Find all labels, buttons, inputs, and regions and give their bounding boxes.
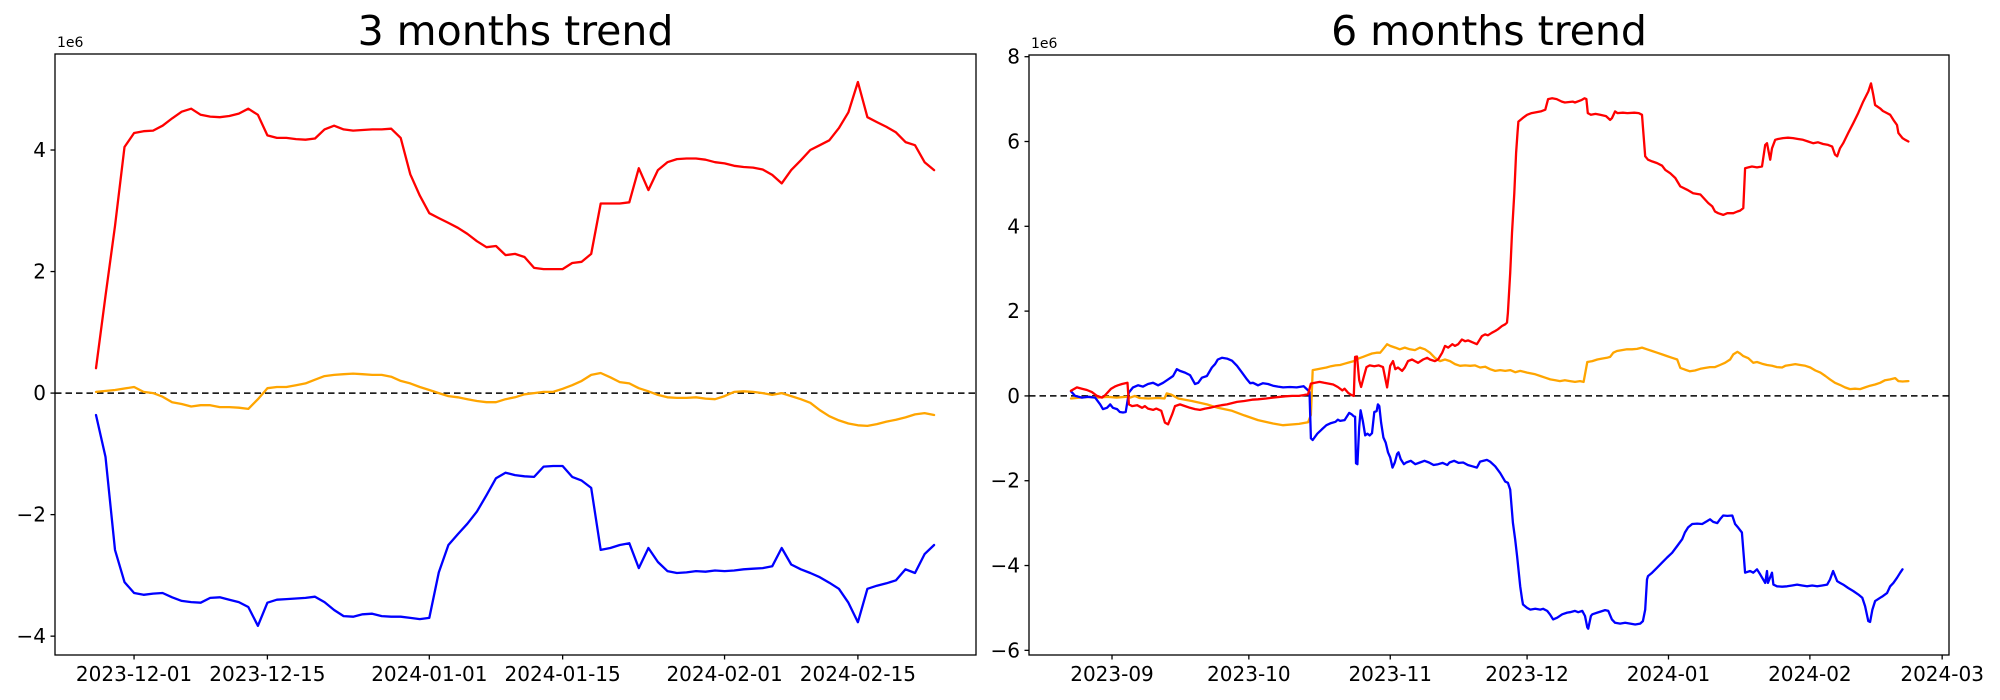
x-tick-label: 2023-12-01 [76, 662, 192, 686]
x-tick-label: 2024-01 [1627, 662, 1711, 686]
series-blue-line [94, 413, 936, 627]
axes-frame [54, 53, 977, 656]
x-tick-label: 2023-11 [1348, 662, 1432, 686]
y-axis-offset-label: 1e6 [57, 35, 84, 51]
y-tick-label: −2 [991, 469, 1020, 493]
series-red-line [1069, 82, 1910, 426]
y-tick-label: 6 [1007, 130, 1020, 154]
series-blue-line [1069, 356, 1904, 630]
x-tick-label: 2024-02-15 [800, 662, 916, 686]
y-tick-label: 2 [1007, 299, 1020, 323]
y-tick-label: 0 [1007, 384, 1020, 408]
y-tick-label: −4 [991, 554, 1020, 578]
x-tick-label: 2024-02-01 [666, 662, 782, 686]
series-orange-line [1069, 343, 1910, 427]
chart-0: 2023-12-01 2023-12-15 2024-01-01 2024-01-15… [17, 35, 977, 686]
x-tick-label: 2023-12 [1485, 662, 1569, 686]
y-tick-label: −2 [17, 503, 46, 527]
x-tick-label: 2023-12-15 [209, 662, 325, 686]
chart-title-6-months: 6 months trend [1331, 7, 1647, 55]
y-axis-offset-label: 1e6 [1031, 36, 1058, 52]
x-tick-label: 2024-01-01 [371, 662, 487, 686]
series-red-line [94, 80, 936, 370]
y-tick-label: 4 [33, 138, 46, 162]
y-tick-label: −4 [17, 624, 46, 648]
x-tick-label: 2024-02 [1768, 662, 1852, 686]
y-tick-label: 2 [33, 260, 46, 284]
y-tick-label: −6 [991, 638, 1020, 662]
x-tick-label: 2023-10 [1207, 662, 1291, 686]
y-tick-label: 8 [1007, 45, 1020, 69]
y-tick-label: 0 [33, 381, 46, 405]
chart-1: 2023-09 2023-10 2023-11 2023-12 2024-01 2024-… [991, 36, 1984, 686]
x-tick-label: 2023-09 [1070, 662, 1154, 686]
chart-title-3-months: 3 months trend [357, 7, 674, 55]
axes-frame [1028, 54, 1950, 656]
x-tick-label: 2024-03 [1900, 662, 1984, 686]
series-orange-line [94, 371, 936, 428]
x-tick-label: 2024-01-15 [505, 662, 621, 686]
y-tick-label: 4 [1007, 214, 1020, 238]
